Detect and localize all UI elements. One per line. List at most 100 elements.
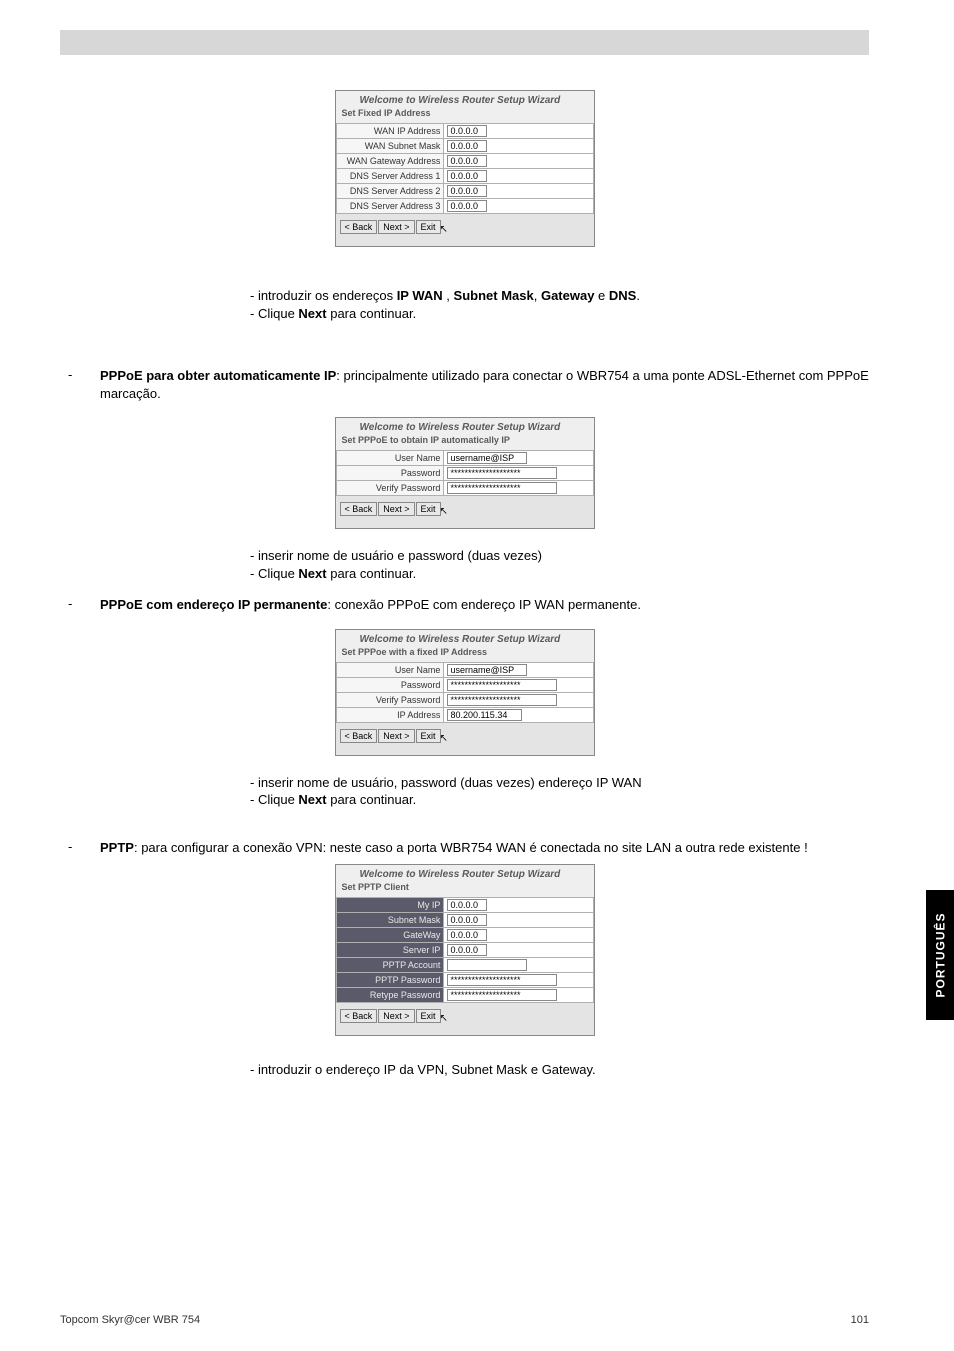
table-row: User Name xyxy=(336,662,593,677)
wan-ip-input[interactable] xyxy=(447,125,487,137)
field-label: DNS Server Address 1 xyxy=(336,169,444,184)
text: . xyxy=(636,288,640,303)
exit-button[interactable]: Exit xyxy=(416,220,441,234)
wan-gateway-input[interactable] xyxy=(447,155,487,167)
dns1-input[interactable] xyxy=(447,170,487,182)
text: - inserir nome de usuário, password (dua… xyxy=(250,774,869,792)
section-text: : para configurar a conexão VPN: neste c… xyxy=(134,840,808,855)
wizard-footer: < BackNext >Exit↖ xyxy=(336,496,594,528)
text: - Clique xyxy=(250,792,298,807)
pptp-account-input[interactable] xyxy=(447,959,527,971)
table-row: WAN IP Address xyxy=(336,124,593,139)
text: , xyxy=(443,288,454,303)
username-input[interactable] xyxy=(447,452,527,464)
top-header-bar xyxy=(60,30,869,55)
section-text: : conexão PPPoE com endereço IP WAN perm… xyxy=(327,597,641,612)
retype-password-input[interactable] xyxy=(447,989,557,1001)
back-button[interactable]: < Back xyxy=(340,1009,378,1023)
gateway-input[interactable] xyxy=(447,929,487,941)
back-button[interactable]: < Back xyxy=(340,729,378,743)
wizard-footer: < BackNext >Exit↖ xyxy=(336,214,594,246)
field-value-cell xyxy=(444,928,593,943)
password-input[interactable] xyxy=(447,467,557,479)
table-row: Retype Password xyxy=(336,988,593,1003)
table-row: DNS Server Address 2 xyxy=(336,184,593,199)
dash: - xyxy=(60,596,100,614)
section-pppoe-fixed: - PPPoE com endereço IP permanente: cone… xyxy=(60,596,869,614)
field-label: Verify Password xyxy=(336,692,444,707)
pptp-password-input[interactable] xyxy=(447,974,557,986)
instruction-block-2: - inserir nome de usuário e password (du… xyxy=(60,547,869,582)
exit-button[interactable]: Exit xyxy=(416,502,441,516)
text: - Clique xyxy=(250,306,298,321)
field-value-cell xyxy=(444,988,593,1003)
exit-button[interactable]: Exit xyxy=(416,1009,441,1023)
wizard-title: Welcome to Wireless Router Setup Wizard xyxy=(342,422,588,433)
table-row: Password xyxy=(336,466,593,481)
field-label: Verify Password xyxy=(336,481,444,496)
ip-address-input[interactable] xyxy=(447,709,522,721)
server-ip-input[interactable] xyxy=(447,944,487,956)
wan-subnet-input[interactable] xyxy=(447,140,487,152)
subnet-mask-input[interactable] xyxy=(447,914,487,926)
field-label: Password xyxy=(336,677,444,692)
verify-password-input[interactable] xyxy=(447,482,557,494)
my-ip-input[interactable] xyxy=(447,899,487,911)
section-title-bold: PPPoE para obter automaticamente IP xyxy=(100,368,336,383)
text: para continuar. xyxy=(327,306,417,321)
text: - introduzir os endereços xyxy=(250,288,397,303)
field-label: DNS Server Address 3 xyxy=(336,199,444,214)
dns2-input[interactable] xyxy=(447,185,487,197)
table-row: DNS Server Address 3 xyxy=(336,199,593,214)
verify-password-input[interactable] xyxy=(447,694,557,706)
instruction-block-4: - introduzir o endereço IP da VPN, Subne… xyxy=(60,1061,869,1079)
wizard-pppoe-fixed: Welcome to Wireless Router Setup Wizard … xyxy=(335,629,595,756)
wizard-pptp: Welcome to Wireless Router Setup Wizard … xyxy=(335,864,595,1036)
field-value-cell xyxy=(444,169,593,184)
field-label: Subnet Mask xyxy=(336,913,444,928)
wizard-title: Welcome to Wireless Router Setup Wizard xyxy=(342,869,588,880)
next-button[interactable]: Next > xyxy=(378,1009,414,1023)
text: - Clique xyxy=(250,566,298,581)
dns3-input[interactable] xyxy=(447,200,487,212)
text-bold: IP WAN xyxy=(397,288,443,303)
table-row: Password xyxy=(336,677,593,692)
back-button[interactable]: < Back xyxy=(340,220,378,234)
next-button[interactable]: Next > xyxy=(378,220,414,234)
field-value-cell xyxy=(444,124,593,139)
text-bold: Next xyxy=(298,566,326,581)
field-value-cell xyxy=(444,154,593,169)
back-button[interactable]: < Back xyxy=(340,502,378,516)
cursor-icon: ↖ xyxy=(440,506,448,517)
field-label: PPTP Password xyxy=(336,973,444,988)
wizard4-table: My IP Subnet Mask GateWay Server IP PPTP… xyxy=(336,897,594,1003)
text: e xyxy=(594,288,608,303)
field-label: IP Address xyxy=(336,707,444,722)
field-value-cell xyxy=(444,692,593,707)
field-label: WAN Gateway Address xyxy=(336,154,444,169)
field-value-cell xyxy=(444,466,593,481)
text: para continuar. xyxy=(327,566,417,581)
next-button[interactable]: Next > xyxy=(378,502,414,516)
text: , xyxy=(534,288,541,303)
field-value-cell xyxy=(444,958,593,973)
exit-button[interactable]: Exit xyxy=(416,729,441,743)
field-value-cell xyxy=(444,199,593,214)
next-button[interactable]: Next > xyxy=(378,729,414,743)
field-label: User Name xyxy=(336,662,444,677)
wizard-footer: < BackNext >Exit↖ xyxy=(336,723,594,755)
instruction-block-3: - inserir nome de usuário, password (dua… xyxy=(60,774,869,809)
page-footer: Topcom Skyr@cer WBR 754 101 xyxy=(60,1314,869,1326)
language-side-tab: PORTUGUÊS xyxy=(926,890,954,1020)
wizard-subtitle: Set PPTP Client xyxy=(342,880,588,895)
field-label: Server IP xyxy=(336,943,444,958)
table-row: DNS Server Address 1 xyxy=(336,169,593,184)
password-input[interactable] xyxy=(447,679,557,691)
table-row: WAN Gateway Address xyxy=(336,154,593,169)
username-input[interactable] xyxy=(447,664,527,676)
section-title-bold: PPTP xyxy=(100,840,134,855)
field-value-cell xyxy=(444,677,593,692)
field-value-cell xyxy=(444,707,593,722)
cursor-icon: ↖ xyxy=(440,733,448,744)
field-label: PPTP Account xyxy=(336,958,444,973)
